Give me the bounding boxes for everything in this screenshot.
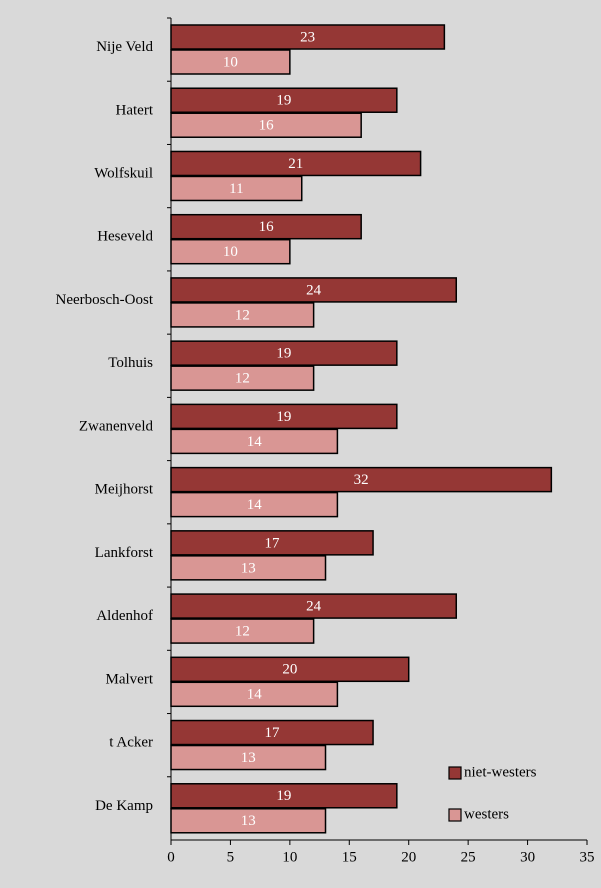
data-label: 19 <box>276 409 291 425</box>
data-label: 10 <box>223 54 238 70</box>
data-label: 12 <box>235 624 250 640</box>
bar <box>170 744 327 771</box>
data-label: 19 <box>276 93 291 109</box>
x-tick-label: 10 <box>282 849 297 865</box>
x-tick-label: 0 <box>167 849 175 865</box>
data-label: 16 <box>259 118 275 134</box>
data-label: 24 <box>306 599 322 615</box>
data-label: 32 <box>354 472 369 488</box>
legend-swatch <box>448 766 462 780</box>
bar <box>170 112 362 138</box>
data-label: 21 <box>288 156 303 172</box>
bar <box>170 428 339 455</box>
y-tick-label: Heseveld <box>97 229 153 245</box>
x-tick-label: 20 <box>401 849 416 865</box>
bar <box>170 87 398 113</box>
data-label: 17 <box>265 535 281 551</box>
data-label: 17 <box>265 725 281 741</box>
bar <box>170 593 458 619</box>
data-label: 12 <box>235 371 250 387</box>
y-tick-label: Tolhuis <box>108 355 153 371</box>
data-label: 13 <box>241 750 256 766</box>
data-label: 12 <box>235 307 250 323</box>
bar <box>170 213 362 240</box>
x-tick-label: 5 <box>227 849 235 865</box>
y-tick-label: Hatert <box>116 102 154 118</box>
y-tick-label: Neerbosch-Oost <box>56 292 154 308</box>
y-tick-label: Nije Veld <box>96 39 153 55</box>
legend-swatch <box>448 808 462 822</box>
data-label: 13 <box>241 813 256 829</box>
bar <box>170 466 553 493</box>
y-tick-label: De Kamp <box>95 798 153 814</box>
bar <box>170 175 303 202</box>
y-tick-label: Lankforst <box>95 545 154 561</box>
data-label: 16 <box>259 219 275 235</box>
data-label: 11 <box>229 181 243 197</box>
data-label: 14 <box>247 687 263 703</box>
data-label: 14 <box>247 497 263 513</box>
bar <box>170 238 291 265</box>
data-label: 24 <box>306 282 322 298</box>
data-label: 23 <box>300 29 315 45</box>
y-tick-label: Wolfskuil <box>94 166 153 182</box>
bar <box>170 302 315 328</box>
bar <box>170 618 315 644</box>
x-tick-label: 30 <box>520 849 535 865</box>
y-tick-label: Aldenhof <box>96 608 153 624</box>
bar <box>170 365 315 391</box>
data-label: 19 <box>276 788 291 804</box>
x-tick-label: 15 <box>342 849 357 865</box>
bar <box>170 24 446 50</box>
y-tick-label: Malvert <box>106 671 154 687</box>
bar <box>170 530 374 556</box>
y-tick-label: Meijhorst <box>95 482 154 498</box>
legend-label: niet-westers <box>464 764 537 780</box>
data-label: 14 <box>247 434 263 450</box>
data-label: 19 <box>276 346 291 362</box>
data-label: 13 <box>241 560 256 576</box>
bar <box>170 49 291 75</box>
data-label: 20 <box>282 662 297 678</box>
bar <box>170 656 410 683</box>
y-tick-label: t Acker <box>109 735 153 751</box>
x-tick-label: 25 <box>461 849 476 865</box>
legend-label: westers <box>464 806 509 822</box>
bar <box>170 277 458 303</box>
x-tick-label: 35 <box>580 849 595 865</box>
y-tick-label: Zwanenveld <box>79 418 154 434</box>
data-label: 10 <box>223 244 238 260</box>
bar <box>170 403 398 430</box>
bar <box>170 808 327 834</box>
